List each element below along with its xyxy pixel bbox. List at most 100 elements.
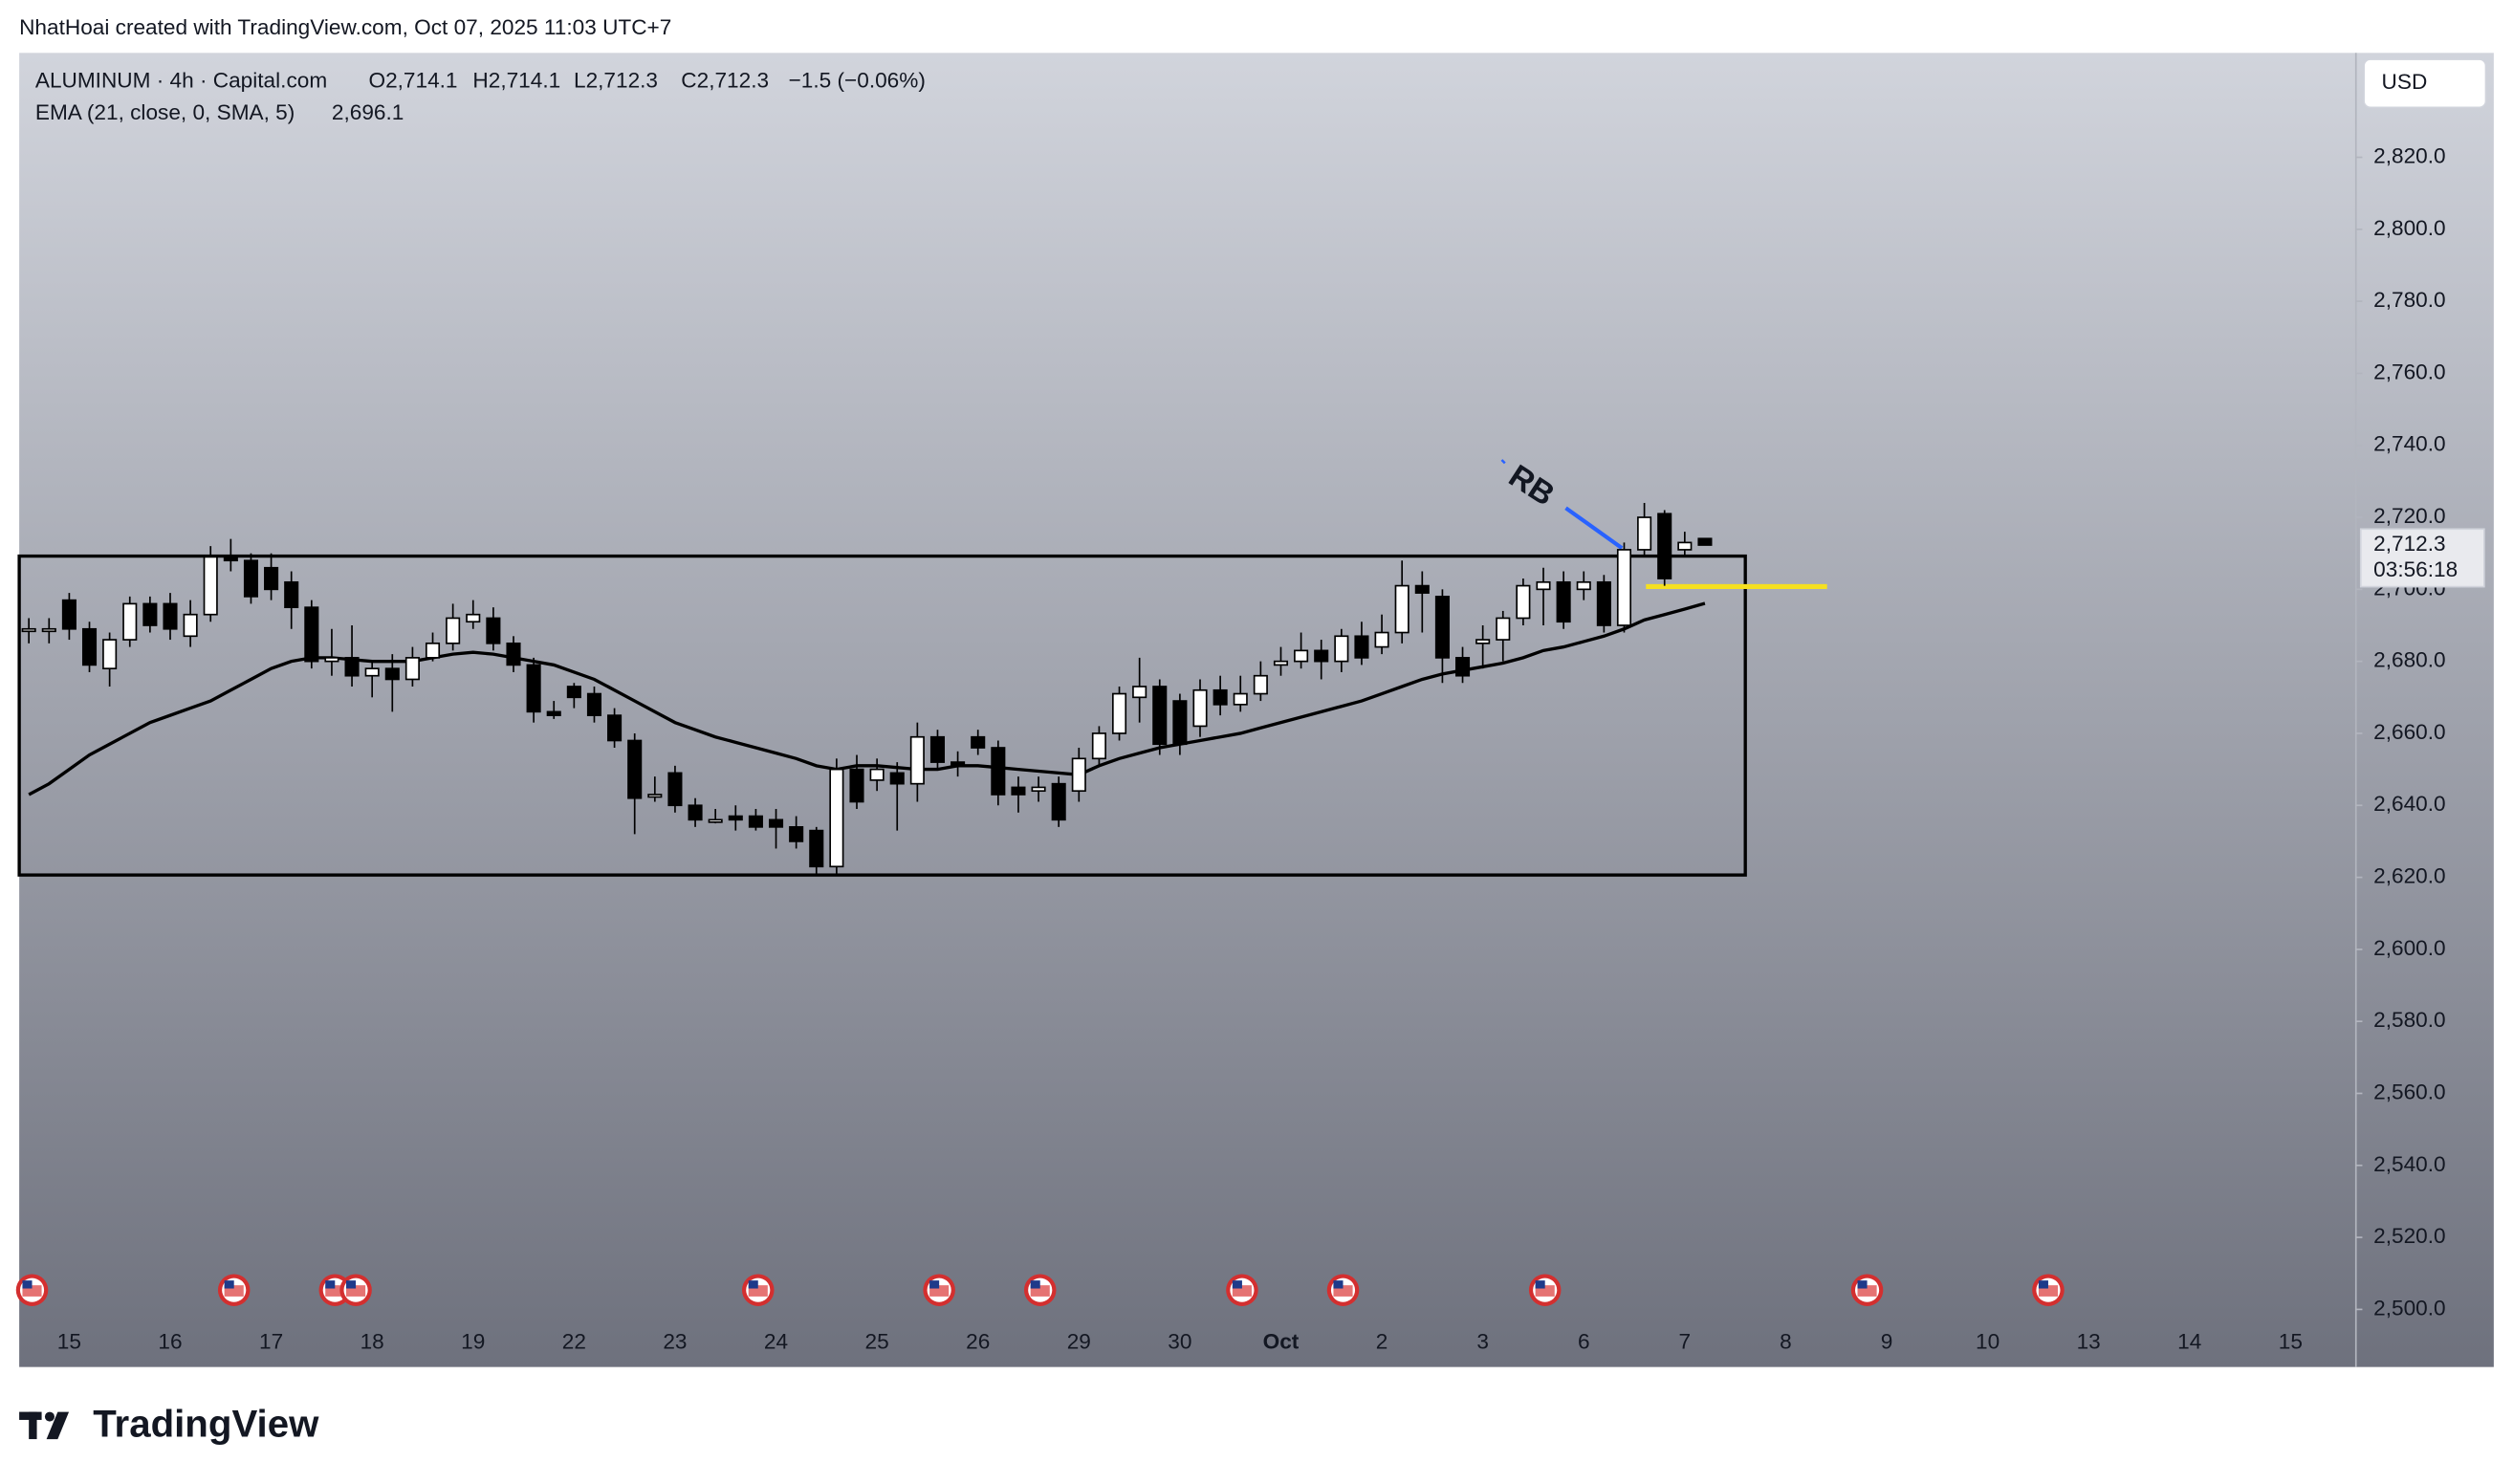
x-tick-label: 2 [1376, 1329, 1388, 1353]
flag-canton [1030, 1280, 1040, 1289]
currency: USD [2382, 70, 2428, 94]
candle-body [81, 627, 98, 666]
candle-body [1616, 549, 1632, 626]
event-flags [15, 1274, 2065, 1306]
candle-body [1434, 596, 1450, 659]
candle-body [486, 617, 501, 644]
indicator-value: 2,696.1 [332, 100, 404, 124]
candle-body [829, 768, 844, 868]
trend-line [1564, 506, 1624, 550]
candle-body [1374, 631, 1389, 648]
ohlc-legend: −1.5 (−0.06%) [789, 68, 926, 92]
candle-body [1657, 513, 1672, 579]
candle-body [1011, 786, 1026, 796]
candle-body [1516, 584, 1531, 620]
candle-body [1576, 580, 1591, 591]
candle-body [41, 627, 56, 633]
x-tick-label: 9 [1881, 1329, 1893, 1353]
y-tick-label: 2,580.0 [2373, 1008, 2445, 1032]
candle-body [384, 667, 400, 681]
candle-body [61, 599, 76, 630]
candle-body [1233, 692, 1248, 706]
logo-shape [46, 1411, 70, 1440]
candle-body [102, 639, 118, 670]
candle-body [264, 566, 279, 591]
candle-body [768, 818, 784, 828]
candle-body [243, 559, 259, 598]
y-tick-label: 2,600.0 [2373, 936, 2445, 960]
candle-body [1152, 686, 1168, 746]
candle-body [566, 686, 581, 699]
y-tick-label: 2,680.0 [2373, 648, 2445, 672]
flag-stripes [224, 1285, 244, 1297]
x-tick-label: 10 [1976, 1329, 1999, 1353]
flag-canton [748, 1280, 758, 1289]
candle-body [284, 580, 299, 609]
x-tick-label: 7 [1679, 1329, 1692, 1353]
x-tick-label: 25 [865, 1329, 889, 1353]
candle-body [728, 815, 743, 821]
x-tick-label: 19 [461, 1329, 485, 1353]
symbol-title: ALUMINUM · 4h · Capital.com [35, 68, 327, 92]
x-tick-label: 8 [1780, 1329, 1792, 1353]
y-tick-label: 2,500.0 [2373, 1296, 2445, 1320]
x-tick-label: 18 [361, 1329, 384, 1353]
candle-body [1111, 692, 1127, 734]
candle-body [526, 664, 541, 713]
flag-stripes [929, 1285, 950, 1297]
x-tick-label: 29 [1067, 1329, 1091, 1353]
candle-body [889, 772, 905, 785]
candle-body [163, 602, 178, 630]
candle-body [1496, 617, 1511, 641]
candle-body [1394, 584, 1409, 634]
candle-body [1414, 584, 1430, 594]
candle-body [506, 642, 521, 666]
candle-body [748, 815, 763, 828]
flag-stripes [2038, 1285, 2059, 1297]
ohlc-legend: C2,712.3 [681, 68, 769, 92]
x-tick-label: 22 [562, 1329, 586, 1353]
y-tick-label: 2,820.0 [2373, 143, 2445, 167]
candle-body [223, 556, 238, 562]
x-tick-label: 3 [1476, 1329, 1489, 1353]
y-tick-label: 2,740.0 [2373, 432, 2445, 456]
y-tick-label: 2,560.0 [2373, 1080, 2445, 1103]
flag-stripes [346, 1285, 366, 1297]
x-tick-label: 30 [1168, 1329, 1191, 1353]
candle-body [122, 602, 138, 641]
x-tick-label: 13 [2077, 1329, 2101, 1353]
currency-button[interactable] [2363, 58, 2487, 109]
flag-stripes [1030, 1285, 1050, 1297]
x-tick-label: 17 [259, 1329, 283, 1353]
logo-icon [19, 1411, 70, 1440]
candle-body [647, 794, 663, 798]
y-tick-label: 2,780.0 [2373, 288, 2445, 312]
flag-stripes [1857, 1285, 1877, 1297]
ohlc-legend: L2,712.3 [574, 68, 658, 92]
x-tick-label: 14 [2177, 1329, 2201, 1353]
candle-body [142, 602, 158, 626]
candle-body [1475, 639, 1491, 644]
x-tick-label: 16 [158, 1329, 182, 1353]
y-tick-label: 2,660.0 [2373, 720, 2445, 744]
candle-body [849, 768, 864, 803]
logo-text: TradingView [93, 1402, 319, 1445]
price-label: 2,712.3 [2373, 532, 2445, 556]
candle-body [1637, 516, 1652, 551]
y-tick-label: 2,760.0 [2373, 360, 2445, 383]
flag-canton [1333, 1280, 1344, 1289]
flag-canton [1535, 1280, 1545, 1289]
candle-body [425, 642, 441, 659]
trend-line-tick [1500, 459, 1506, 465]
y-tick-label: 2,640.0 [2373, 792, 2445, 816]
y-tick-label: 2,520.0 [2373, 1224, 2445, 1248]
flag-stripes [22, 1285, 42, 1297]
candle-body [1132, 686, 1147, 699]
x-tick-label: Oct [1263, 1329, 1300, 1353]
flag-canton [929, 1280, 940, 1289]
candle-body [869, 768, 885, 781]
flag-canton [224, 1280, 234, 1289]
candle-body [1677, 541, 1693, 551]
candle-body [607, 714, 623, 742]
